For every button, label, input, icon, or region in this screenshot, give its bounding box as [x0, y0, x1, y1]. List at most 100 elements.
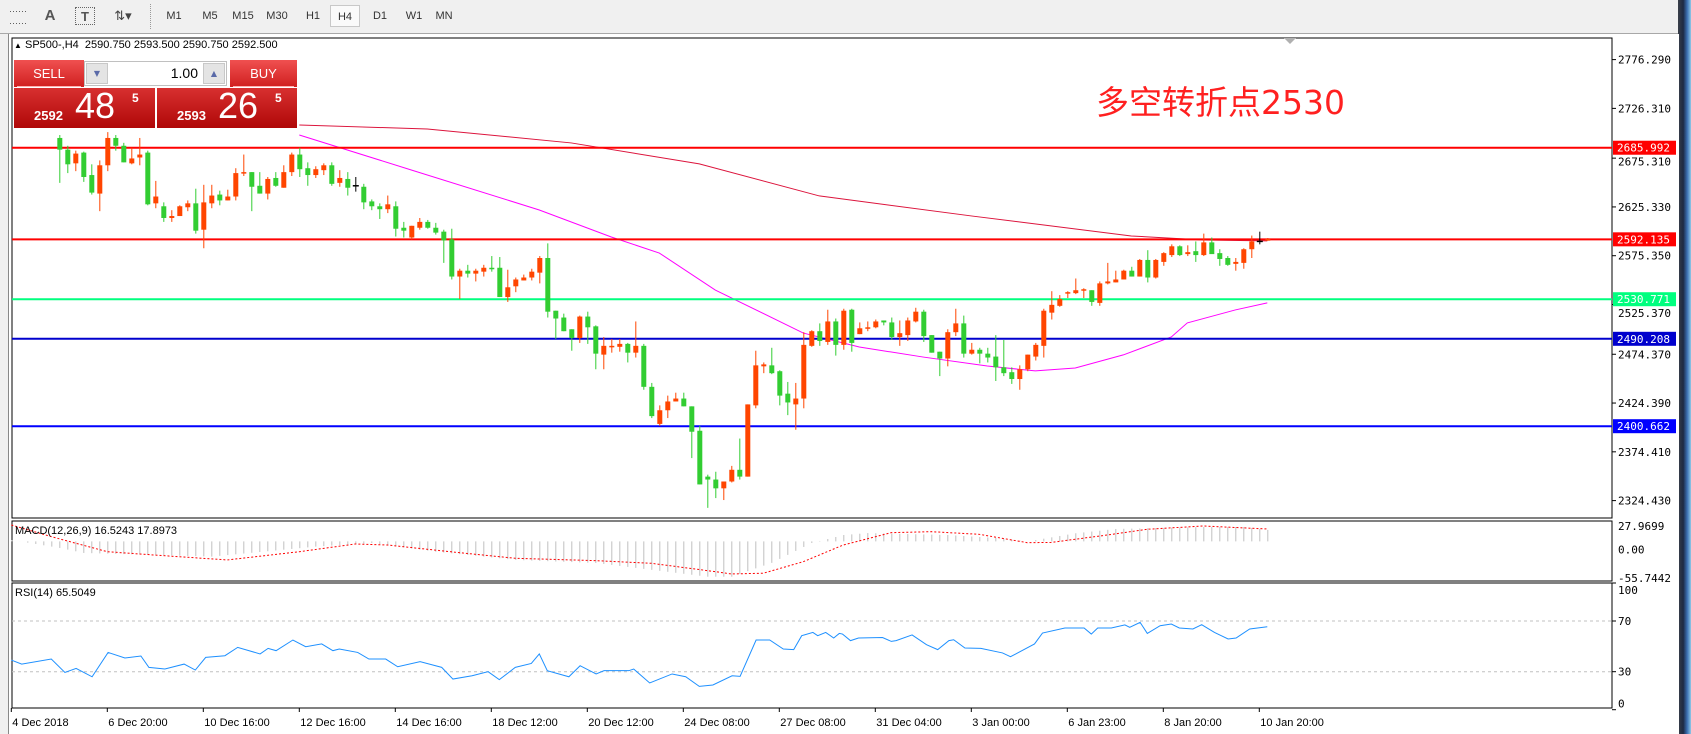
buy-price-box[interactable]: 2593 26 5 — [157, 86, 297, 128]
chart-text-annotation[interactable]: 多空转折点2530 — [1096, 83, 1345, 122]
lot-size-value[interactable]: 1.00 — [170, 65, 198, 81]
candle-body — [737, 469, 743, 477]
lot-increase-button[interactable]: ▲ — [203, 63, 225, 84]
price-axis-label: 2726.310 — [1618, 102, 1671, 115]
rsi-axis-label: 0 — [1618, 698, 1625, 711]
price-axis-label: 2474.370 — [1618, 348, 1671, 361]
candle — [1177, 245, 1183, 257]
level-price-tag — [1613, 292, 1676, 307]
candle-body — [105, 137, 111, 166]
candle-body — [1185, 252, 1191, 255]
time-axis-label: 4 Dec 2018 — [12, 717, 68, 729]
arrows-tool-icon[interactable]: ⇅▾ — [114, 8, 132, 23]
candle-body — [1073, 290, 1079, 294]
candle — [121, 142, 127, 163]
time-axis-label: 14 Dec 16:00 — [396, 717, 461, 729]
one-click-trading-panel: SELL ▼ 1.00 ▲ BUY 2592 48 5 2593 26 5 — [14, 60, 297, 128]
candle — [81, 151, 87, 182]
text-label-tool-icon[interactable]: T — [75, 7, 95, 25]
buy-button[interactable]: BUY — [230, 60, 297, 87]
timeframe-m5[interactable]: M5 — [202, 10, 218, 22]
candle-body — [905, 320, 911, 336]
candle — [409, 225, 415, 240]
candle-body — [809, 331, 815, 346]
candle — [337, 170, 343, 187]
candle-body — [1081, 289, 1087, 291]
timeframe-m1[interactable]: M1 — [166, 10, 182, 22]
candle — [281, 165, 287, 188]
candle — [897, 320, 903, 346]
time-axis-label: 6 Jan 23:00 — [1068, 717, 1126, 729]
lot-decrease-button[interactable]: ▼ — [86, 63, 108, 84]
candle — [793, 382, 799, 430]
candle-body — [1017, 369, 1023, 380]
candle — [137, 137, 143, 166]
timeframe-w1[interactable]: W1 — [405, 10, 423, 22]
candle — [97, 160, 103, 212]
candle — [649, 382, 655, 419]
candle — [352, 176, 359, 192]
candle — [241, 154, 247, 177]
candle — [1001, 339, 1007, 377]
candle — [169, 210, 175, 222]
time-axis-label: 31 Dec 04:00 — [876, 717, 941, 729]
candle-body — [209, 195, 215, 204]
timeframe-m15[interactable]: M15 — [232, 10, 254, 22]
candle — [225, 189, 231, 201]
rsi-panel — [11, 582, 1613, 709]
rsi-axis-label: 70 — [1618, 615, 1631, 628]
timeframe-mn[interactable]: MN — [435, 10, 453, 22]
price-axis-label: 2424.390 — [1618, 397, 1671, 410]
candle-body — [441, 231, 447, 241]
sell-price-box[interactable]: 2592 48 5 — [14, 86, 155, 128]
candle — [593, 325, 599, 370]
candle — [777, 370, 783, 406]
toolbar-separator — [150, 4, 153, 29]
candle — [193, 188, 199, 234]
candle-body — [937, 351, 943, 359]
candle-body — [641, 345, 647, 387]
candle — [1049, 291, 1055, 320]
candle — [1265, 237, 1271, 241]
timeframe-h4[interactable]: H4 — [330, 5, 360, 27]
candle — [1233, 258, 1239, 271]
timeframe-m30[interactable]: M30 — [266, 10, 288, 22]
candle-body — [785, 393, 791, 403]
candle — [1217, 249, 1223, 266]
rsi-axis-label: 30 — [1618, 666, 1631, 679]
candle — [1225, 256, 1231, 266]
sell-button[interactable]: SELL — [14, 60, 84, 87]
candle — [633, 321, 639, 358]
candle — [1025, 354, 1031, 372]
period-separator-icon[interactable]: ⋯⋯ ⋯⋯ — [9, 6, 27, 28]
rsi-line — [11, 621, 1268, 687]
candle-body — [697, 430, 703, 485]
candle — [609, 339, 615, 353]
candle-body — [585, 316, 591, 328]
level-price-tag — [1613, 331, 1676, 346]
symbol-name: SP500-,H4 — [24, 39, 79, 51]
candle — [577, 315, 583, 343]
candle-body — [241, 172, 247, 174]
lot-size-field[interactable]: ▼ 1.00 ▲ — [84, 61, 227, 86]
candle — [825, 309, 831, 345]
candle-body — [745, 404, 751, 477]
candle-body — [1129, 270, 1135, 277]
candle-body — [1057, 298, 1063, 306]
candle — [705, 474, 711, 508]
candle-body — [1145, 259, 1151, 278]
timeframe-d1[interactable]: D1 — [372, 10, 388, 22]
timeframe-h1[interactable]: H1 — [305, 10, 321, 22]
candle-body — [121, 145, 127, 163]
candle-body — [681, 398, 687, 407]
text-tool-icon[interactable]: A — [44, 7, 56, 24]
candle — [265, 176, 271, 200]
candle — [1185, 245, 1191, 257]
candle — [513, 277, 519, 293]
candle-body — [985, 353, 991, 358]
level-price-label: 2685.992 — [1617, 142, 1670, 155]
candle — [569, 329, 575, 351]
candle — [833, 318, 839, 356]
candle — [273, 172, 279, 187]
candle — [249, 172, 255, 212]
